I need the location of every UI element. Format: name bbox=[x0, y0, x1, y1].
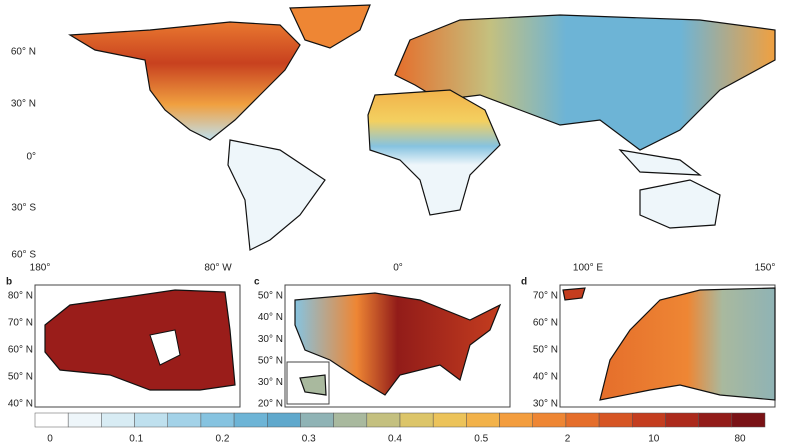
colorbar: 0 0.1 0.2 0.3 0.4 0.5 2 10 80 bbox=[34, 412, 766, 445]
colorbar-swatch bbox=[432, 412, 467, 428]
colorbar-swatch bbox=[466, 412, 500, 428]
colorbar-swatch bbox=[233, 412, 268, 428]
lon-label: 180° bbox=[30, 263, 51, 274]
colorbar-swatch bbox=[167, 412, 202, 428]
panel-letter: c bbox=[254, 277, 260, 288]
colorbar-swatch bbox=[101, 412, 135, 428]
panel-frame bbox=[284, 284, 511, 408]
panel-letter: d bbox=[521, 277, 527, 288]
colorbar-swatch bbox=[67, 412, 102, 428]
colorbar-swatch bbox=[34, 412, 69, 428]
lat-label: 30° N bbox=[258, 334, 283, 345]
colorbar-tick-label: 0.1 bbox=[129, 434, 143, 445]
europe bbox=[599, 287, 776, 401]
lat-label: 50° N bbox=[258, 291, 283, 302]
colorbar-tick-label: 0.3 bbox=[302, 434, 316, 445]
panel-b bbox=[34, 284, 241, 408]
colorbar-swatch bbox=[665, 412, 699, 428]
colorbar-tick-label: 10 bbox=[648, 434, 660, 445]
north-america bbox=[68, 21, 301, 141]
colorbar-swatch bbox=[200, 412, 235, 428]
colorbar-swatch bbox=[300, 412, 334, 428]
lat-label: 30° N bbox=[258, 377, 283, 388]
colorbar-swatch bbox=[499, 412, 533, 428]
lat-label: 20° N bbox=[258, 399, 283, 410]
colorbar-swatch bbox=[399, 412, 434, 428]
colorbar-swatch bbox=[333, 412, 368, 428]
lat-label: 40° N bbox=[533, 372, 558, 383]
lon-label: 100° E bbox=[573, 263, 603, 274]
iceland bbox=[562, 287, 586, 301]
lon-label: 0° bbox=[393, 263, 403, 274]
colorbar-swatch bbox=[532, 412, 567, 428]
panel-letter: b bbox=[6, 277, 12, 288]
lat-label: 60° S bbox=[11, 250, 36, 261]
lat-label: 30° N bbox=[11, 99, 36, 110]
se-asia-islands bbox=[618, 149, 702, 176]
hudson-bay bbox=[149, 329, 181, 366]
usa bbox=[294, 292, 502, 396]
lat-label: 30° S bbox=[11, 203, 36, 214]
lat-label: 40° N bbox=[258, 312, 283, 323]
africa bbox=[367, 89, 501, 216]
colorbar-tick-label: 0 bbox=[47, 434, 53, 445]
colorbar-swatch bbox=[267, 412, 301, 428]
colorbar-tick-label: 80 bbox=[734, 434, 746, 445]
lat-label: 60° N bbox=[11, 47, 36, 58]
colorbar-tick-label: 2 bbox=[565, 434, 571, 445]
lat-label: 70° N bbox=[8, 318, 33, 329]
colorbar-swatch bbox=[565, 412, 600, 428]
panel-frame bbox=[34, 284, 241, 408]
colorbar-swatch bbox=[134, 412, 168, 428]
alaska-inset bbox=[286, 361, 330, 405]
lat-label: 50° N bbox=[258, 355, 283, 366]
greenland bbox=[289, 4, 371, 49]
colorbar-swatch bbox=[632, 412, 666, 428]
lat-label: 30° N bbox=[533, 399, 558, 410]
lon-label: 80° W bbox=[204, 263, 232, 274]
lat-label: 40° N bbox=[8, 399, 33, 410]
canada bbox=[44, 289, 236, 391]
south-america bbox=[227, 139, 326, 251]
colorbar-swatch bbox=[598, 412, 633, 428]
lat-label: 50° N bbox=[8, 372, 33, 383]
colorbar-swatch bbox=[731, 412, 766, 428]
colorbar-swatch bbox=[698, 412, 733, 428]
lat-label: 80° N bbox=[8, 291, 33, 302]
colorbar-tick-label: 0.2 bbox=[216, 434, 230, 445]
lon-label: 150° bbox=[755, 263, 776, 274]
panel-c bbox=[284, 284, 511, 408]
panel-d bbox=[559, 284, 776, 408]
colorbar-tick-label: 0.4 bbox=[388, 434, 402, 445]
lat-label: 50° N bbox=[533, 345, 558, 356]
colorbar-swatch bbox=[366, 412, 401, 428]
lat-label: 0° bbox=[26, 152, 36, 163]
main-map bbox=[68, 4, 776, 251]
alaska bbox=[299, 374, 327, 396]
colorbar-tick-label: 0.5 bbox=[474, 434, 488, 445]
lat-label: 60° N bbox=[533, 318, 558, 329]
australia bbox=[639, 179, 721, 229]
lat-label: 70° N bbox=[533, 291, 558, 302]
lat-label: 60° N bbox=[8, 345, 33, 356]
